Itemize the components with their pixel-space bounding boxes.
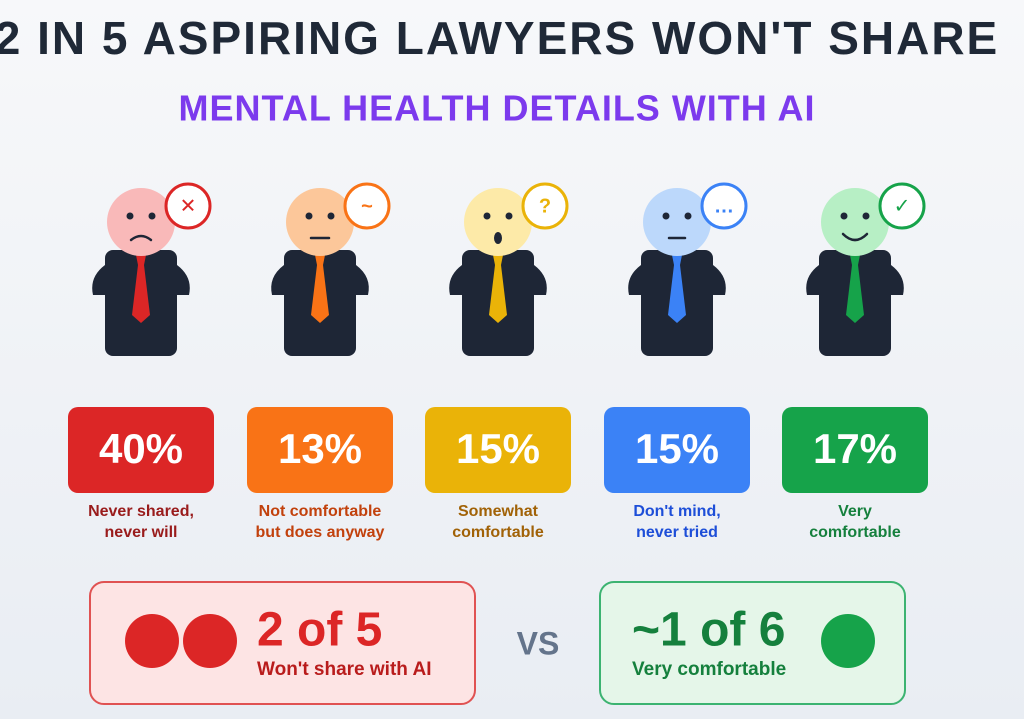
head	[286, 188, 354, 256]
versus: VS	[517, 625, 560, 661]
tie	[489, 255, 507, 323]
badge-symbol: ✕	[180, 195, 197, 217]
eye	[684, 212, 692, 220]
eye	[126, 212, 134, 220]
arm	[806, 265, 904, 295]
tie	[132, 255, 150, 323]
eye	[305, 212, 313, 220]
percent: 13%	[278, 425, 362, 472]
category-label: Not comfortable	[259, 503, 382, 520]
tie	[846, 255, 864, 323]
percent: 17%	[813, 425, 897, 472]
dot	[183, 614, 237, 668]
category-label: Never shared,	[88, 503, 194, 520]
eye	[148, 212, 156, 220]
right-panel	[599, 581, 906, 705]
left-panel	[89, 581, 476, 705]
percent: 15%	[635, 425, 719, 472]
arm	[449, 265, 547, 295]
category-label: Don't mind,	[633, 503, 720, 520]
mouth	[494, 232, 502, 244]
badge	[164, 182, 212, 230]
eye	[662, 212, 670, 220]
category-label: comfortable	[809, 524, 901, 541]
category-label: Somewhat	[458, 503, 539, 520]
tie	[668, 255, 686, 323]
category-label: comfortable	[452, 524, 544, 541]
left-headline: 2 of 5	[257, 604, 382, 657]
eye	[840, 212, 848, 220]
badge-symbol: ✓	[894, 195, 911, 217]
percent-box	[782, 407, 928, 493]
badge-symbol: ?	[539, 195, 551, 217]
badge	[700, 182, 748, 230]
category-label: never tried	[636, 524, 718, 541]
dot	[821, 614, 875, 668]
subtitle: MENTAL HEALTH DETAILS WITH AI	[179, 88, 816, 129]
badge	[521, 182, 569, 230]
tie	[311, 255, 329, 323]
percent-box	[425, 407, 571, 493]
eye	[327, 212, 335, 220]
head	[107, 188, 175, 256]
badge-symbol: …	[714, 195, 734, 217]
percent: 40%	[99, 425, 183, 472]
head	[821, 188, 889, 256]
eye	[862, 212, 870, 220]
eye	[505, 212, 513, 220]
right-headline: ~1 of 6	[632, 604, 785, 657]
arm	[92, 265, 190, 295]
percent-box	[247, 407, 393, 493]
category-label: never will	[105, 524, 178, 541]
eye	[483, 212, 491, 220]
mouth	[841, 232, 869, 242]
badge	[878, 182, 926, 230]
arm	[628, 265, 726, 295]
dot	[125, 614, 179, 668]
category-label: Very	[838, 503, 872, 520]
percent: 15%	[456, 425, 540, 472]
head	[464, 188, 532, 256]
right-caption: Very comfortable	[632, 659, 786, 680]
head	[643, 188, 711, 256]
percent-box	[68, 407, 214, 493]
arm	[271, 265, 369, 295]
title: 2 IN 5 ASPIRING LAWYERS WON'T SHARE	[0, 12, 999, 64]
left-caption: Won't share with AI	[257, 659, 431, 680]
percent-box	[604, 407, 750, 493]
badge-symbol: ~	[361, 195, 373, 217]
mouth	[129, 234, 153, 242]
category-label: but does anyway	[256, 524, 385, 541]
badge	[343, 182, 391, 230]
